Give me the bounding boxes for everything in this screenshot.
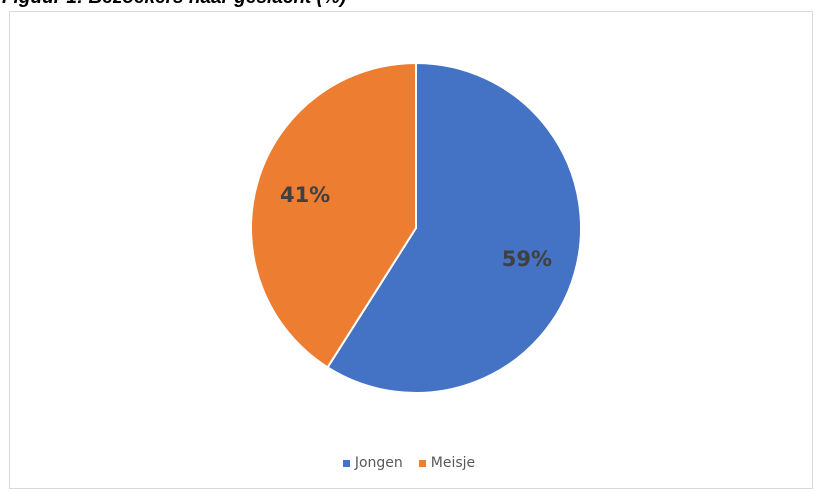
pie-slice-jongen: [326, 61, 582, 394]
figure-caption: Figuur 1: Bezoekers naar geslacht (%): [2, 0, 814, 8]
data-label-meisje: 41%: [280, 183, 330, 207]
data-label-jongen: 59%: [502, 247, 552, 271]
legend-swatch-jongen: [342, 459, 350, 467]
chart-legend: Jongen Meisje: [0, 452, 818, 474]
legend-item-meisje: Meisje: [418, 455, 476, 471]
legend-item-jongen: Jongen: [342, 455, 403, 471]
pie-slice-meisje: [250, 61, 417, 369]
legend-swatch-meisje: [418, 459, 426, 467]
legend-label-jongen: Jongen: [354, 455, 403, 471]
legend-label-meisje: Meisje: [430, 455, 476, 471]
